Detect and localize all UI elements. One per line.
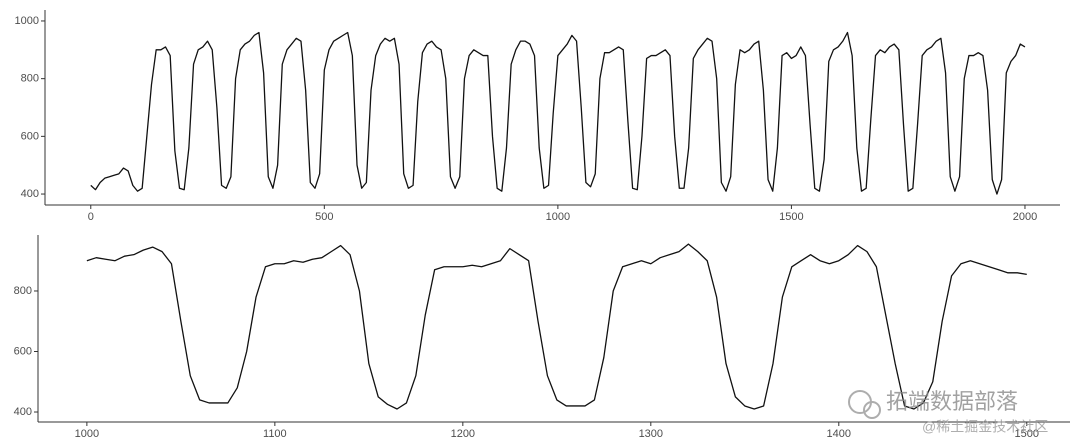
panel: 400 600 800 1000 1100 1200 1300 1400 1500	[14, 235, 1070, 440]
watermark-credit: @稀土掘金技术社区	[922, 419, 1048, 435]
y-tick-label: 600	[14, 345, 32, 357]
data-line	[90, 31, 1026, 195]
x-tick-label: 1300	[639, 428, 663, 440]
y-tick-label: 800	[21, 73, 39, 85]
x-tick-label: 1000	[75, 428, 99, 440]
watermark-icon	[863, 401, 881, 419]
y-tick-label: 1000	[15, 15, 39, 27]
x-tick-label: 1500	[1015, 428, 1039, 440]
x-tick-label: 500	[315, 211, 333, 223]
y-tick-label: 400	[14, 406, 32, 418]
panel: 400 600 800 1000 0 500 1000 1500 2000	[15, 10, 1060, 223]
watermark-logo: 拓端数据部落	[886, 389, 1018, 414]
x-tick-label: 1200	[451, 428, 475, 440]
watermark: 拓端数据部落 @稀土掘金技术社区	[848, 389, 1048, 435]
x-tick-label: 2000	[1013, 211, 1037, 223]
x-tick-label: 1000	[546, 211, 570, 223]
x-tick-label: 0	[88, 211, 94, 223]
watermark-icon	[848, 390, 872, 414]
x-tick-label: 1400	[827, 428, 851, 440]
x-tick-label: 1100	[263, 428, 287, 440]
data-line	[86, 243, 1027, 410]
y-tick-label: 400	[21, 188, 39, 200]
y-tick-label: 800	[14, 285, 32, 297]
y-tick-label: 600	[21, 130, 39, 142]
x-tick-label: 1500	[779, 211, 803, 223]
